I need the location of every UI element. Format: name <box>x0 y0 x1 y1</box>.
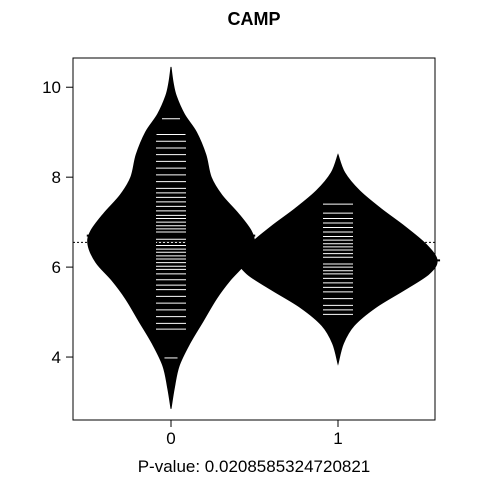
bean-shape <box>238 153 438 366</box>
x-axis-label: P-value: 0.0208585324720821 <box>138 457 371 476</box>
x-tick-label: 0 <box>166 429 175 448</box>
y-tick-label: 10 <box>42 78 61 97</box>
bean-group-1 <box>235 153 441 366</box>
plot-box <box>72 57 436 421</box>
beans-layer <box>86 66 441 409</box>
y-tick-label: 6 <box>52 258 61 277</box>
bean-group-0 <box>86 66 256 409</box>
chart-title: CAMP <box>228 9 281 29</box>
bean-shape <box>87 66 255 409</box>
x-tick-label: 1 <box>333 429 342 448</box>
y-tick-label: 4 <box>52 348 61 367</box>
y-tick-label: 8 <box>52 168 61 187</box>
y-axis: 4 6 8 10 <box>42 78 73 367</box>
